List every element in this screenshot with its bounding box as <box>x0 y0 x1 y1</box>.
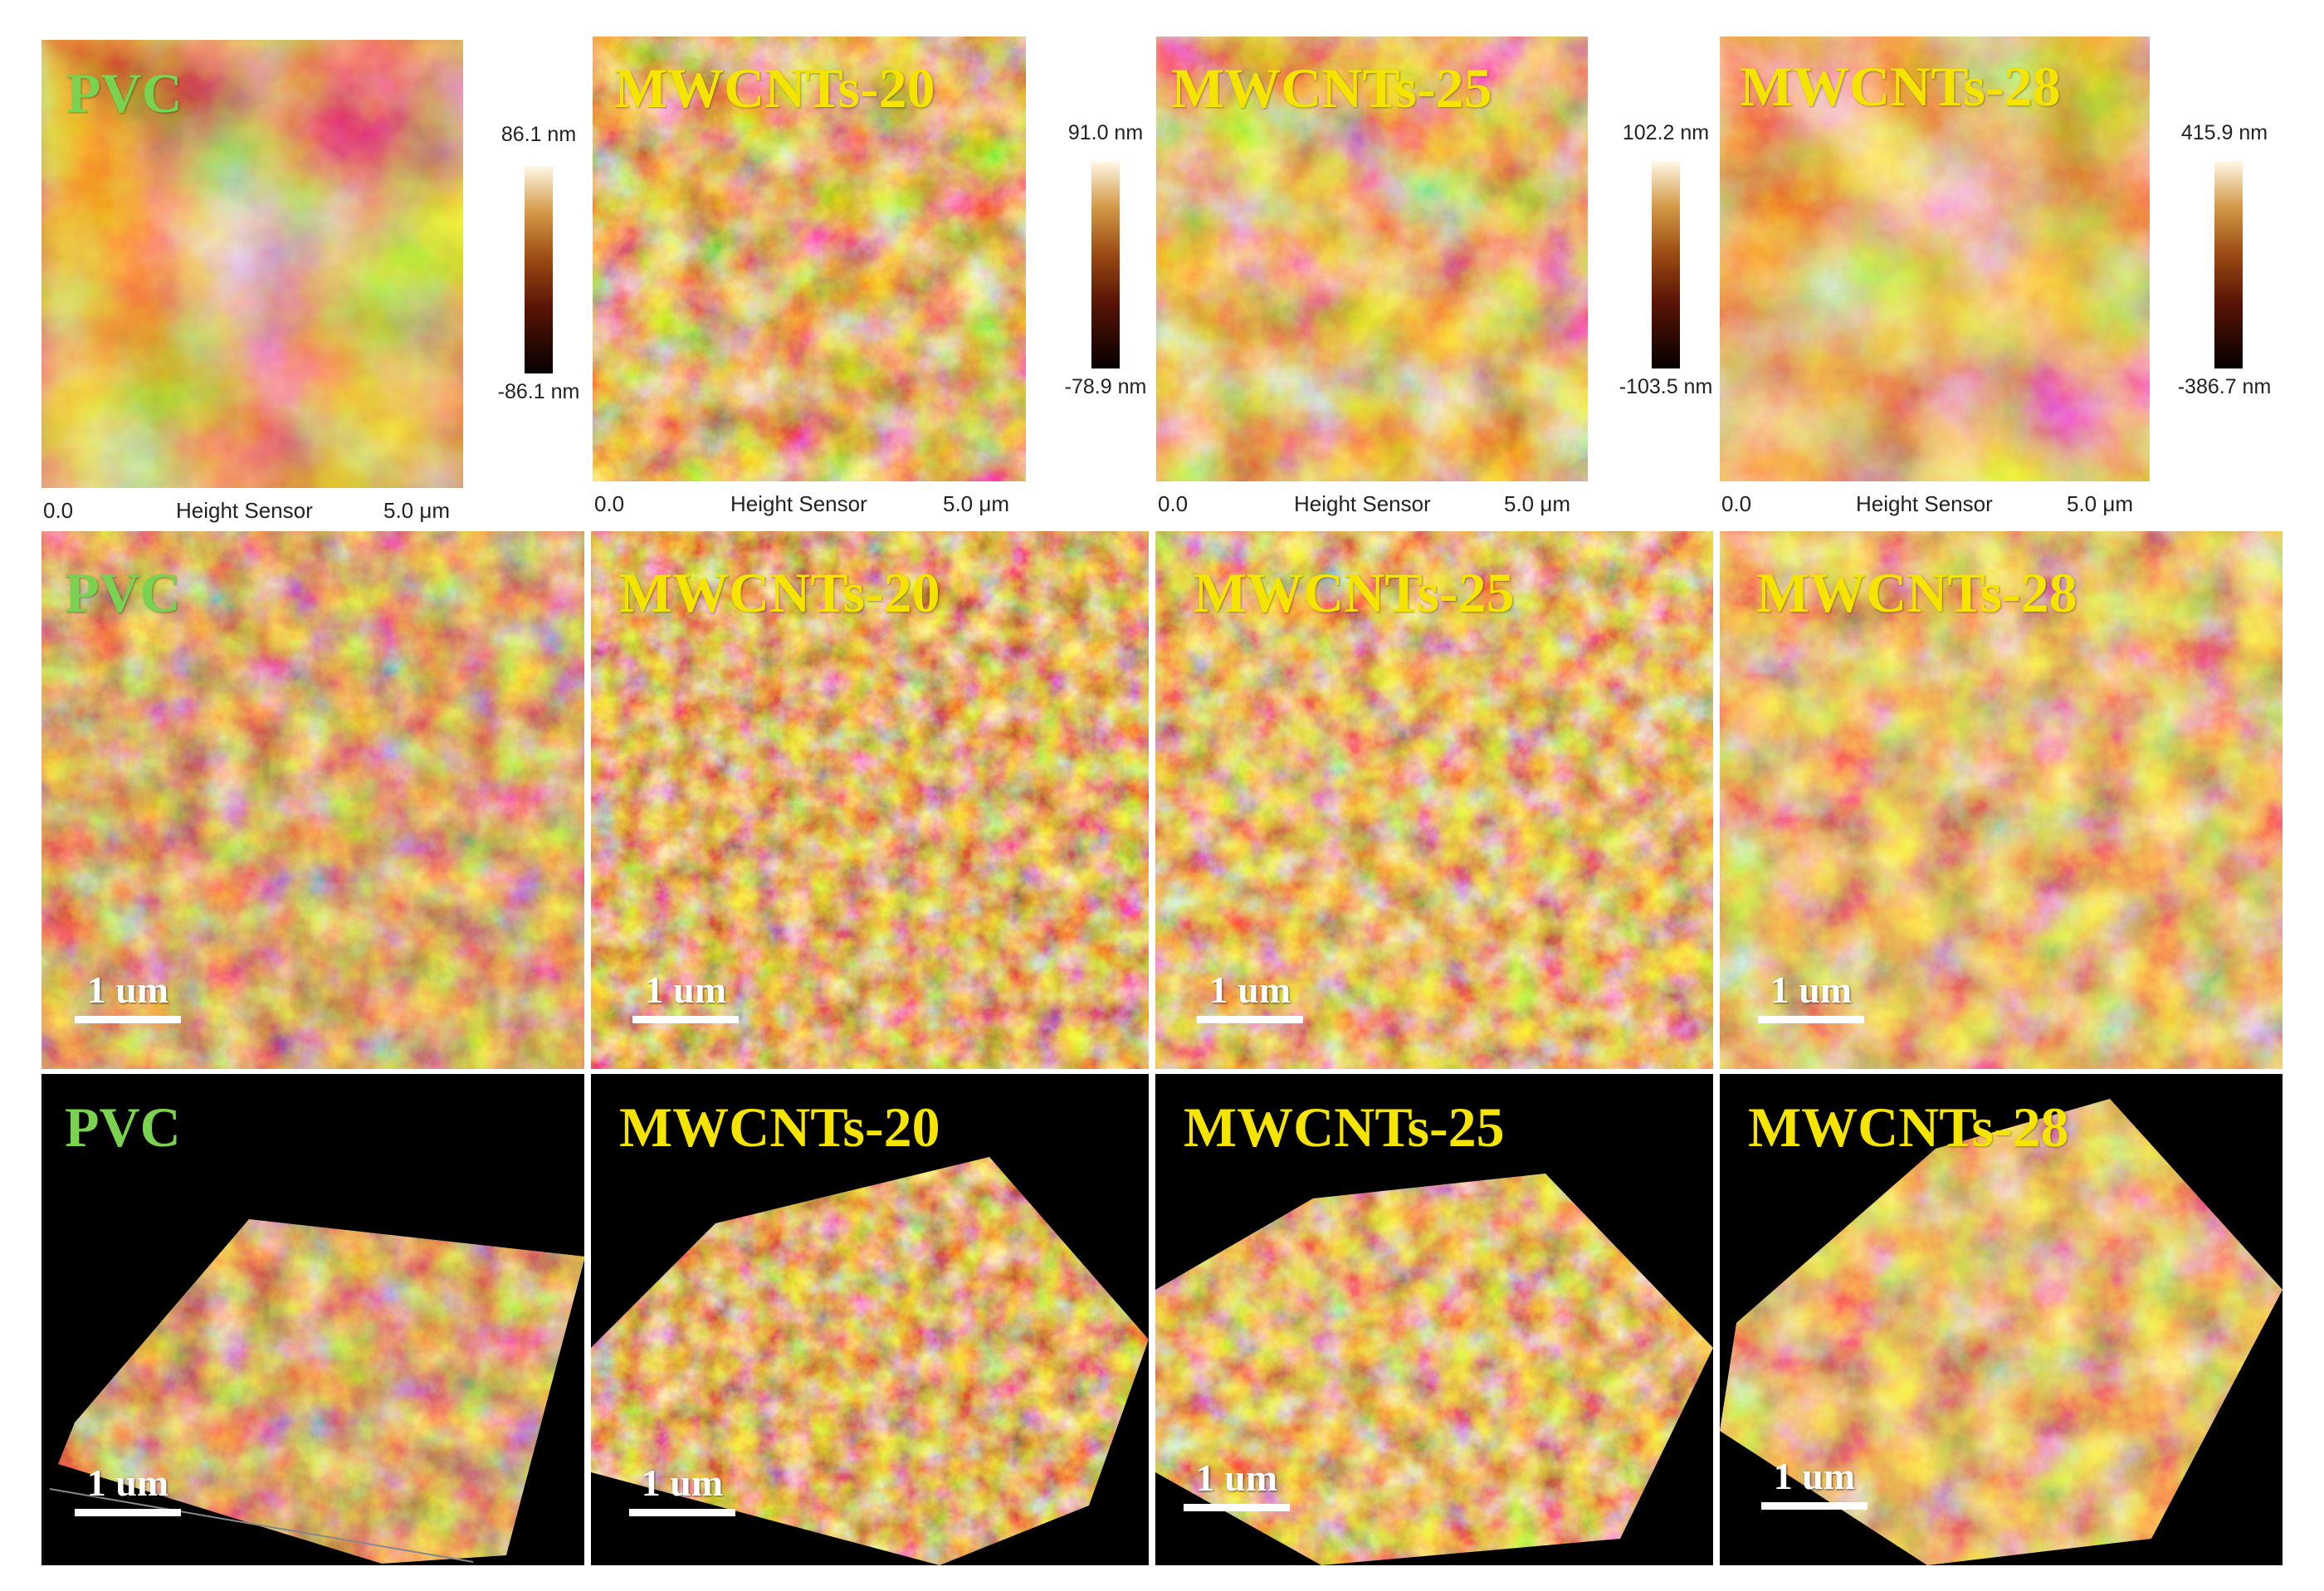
scale-bar-label: 1 um <box>644 969 727 1011</box>
sample-label: MWCNTs-28 <box>1748 1096 2069 1159</box>
color-scale-bar <box>2214 161 2243 368</box>
color-scale-bar <box>1652 161 1680 368</box>
sample-label: PVC <box>66 61 183 124</box>
scale-bar: 1 um <box>1761 1457 1868 1510</box>
relief-map-pvc: PVC 1 um <box>42 531 584 1069</box>
height-map-mwcnts-20: MWCNTs-20 <box>593 37 1026 481</box>
scale-bar-label: 1 um <box>1195 1457 1278 1499</box>
scale-bar: 1 um <box>1184 1459 1290 1511</box>
scale-bar-line <box>1761 1502 1868 1510</box>
height-map-mwcnts-25: MWCNTs-25 <box>1156 37 1588 481</box>
color-scale-bar <box>525 166 553 373</box>
sample-label: MWCNTs-25 <box>1194 561 1515 624</box>
relief-map-mwcnts-20: MWCNTs-20 1 um <box>591 531 1149 1069</box>
axis-start: 0.0 <box>1721 491 1752 516</box>
axis-title: Height Sensor <box>1856 491 1993 516</box>
scale-bar-line <box>629 1509 735 1516</box>
scale-bar-line <box>1197 1016 1303 1023</box>
height-map-pvc: PVC <box>42 40 463 488</box>
color-scale-max: 86.1 nm <box>500 123 577 146</box>
sample-label: PVC <box>65 561 181 624</box>
axis-start: 0.0 <box>1158 491 1189 516</box>
color-scale-min: -86.1 nm <box>497 380 580 403</box>
scale-bar: 1 um <box>75 971 181 1023</box>
scale-bar-line <box>1758 1016 1864 1023</box>
scale-bar-label: 1 um <box>86 1462 169 1504</box>
axis-start: 0.0 <box>43 498 74 523</box>
sample-label: MWCNTs-20 <box>619 1096 940 1159</box>
axis-title: Height Sensor <box>730 491 867 516</box>
sample-label: MWCNTs-20 <box>614 56 935 120</box>
scale-bar-line <box>75 1509 181 1516</box>
topography-3d-pvc: PVC 1 um <box>42 1074 584 1565</box>
axis-end: 5.0 μm <box>1504 491 1571 516</box>
axis-title: Height Sensor <box>1294 491 1431 516</box>
sample-label: MWCNTs-25 <box>1184 1096 1505 1159</box>
scale-bar-label: 1 um <box>1773 1455 1856 1497</box>
axis-end: 5.0 μm <box>2067 491 2134 516</box>
scale-bar-line <box>1184 1504 1290 1511</box>
sample-label: MWCNTs-25 <box>1171 56 1492 120</box>
color-scale-max: 91.0 nm <box>1067 121 1144 144</box>
scale-bar: 1 um <box>1197 971 1303 1023</box>
scale-bar-label: 1 um <box>641 1462 724 1504</box>
topography-3d-mwcnts-25: MWCNTs-25 1 um <box>1155 1074 1713 1565</box>
sample-label: MWCNTs-20 <box>619 561 940 624</box>
axis-end: 5.0 μm <box>383 498 451 523</box>
sample-label: MWCNTs-28 <box>1756 561 2077 624</box>
color-scale-max: 102.2 nm <box>1622 121 1710 144</box>
color-scale-max: 415.9 nm <box>2180 121 2268 144</box>
scale-bar-line <box>632 1016 739 1023</box>
color-scale-min: -78.9 nm <box>1064 375 1147 398</box>
height-map-mwcnts-28: MWCNTs-28 <box>1720 37 2150 481</box>
axis-start: 0.0 <box>594 491 625 516</box>
sample-label: PVC <box>65 1096 181 1159</box>
sample-label: MWCNTs-28 <box>1740 55 2061 118</box>
axis-end: 5.0 μm <box>943 491 1010 516</box>
relief-map-mwcnts-25: MWCNTs-25 1 um <box>1155 531 1713 1069</box>
scale-bar-label: 1 um <box>1770 969 1853 1011</box>
color-scale-bar <box>1091 161 1120 368</box>
scale-bar: 1 um <box>1758 971 1864 1023</box>
axis-title: Height Sensor <box>176 498 313 523</box>
color-scale-min: -386.7 nm <box>2177 375 2272 398</box>
color-scale-min: -103.5 nm <box>1618 375 1713 398</box>
scale-bar-label: 1 um <box>1208 969 1291 1011</box>
topography-3d-mwcnts-28: MWCNTs-28 1 um <box>1720 1074 2282 1565</box>
topography-3d-mwcnts-20: MWCNTs-20 1 um <box>591 1074 1149 1565</box>
scale-bar-line <box>75 1016 181 1023</box>
scale-bar: 1 um <box>75 1464 181 1516</box>
relief-map-mwcnts-28: MWCNTs-28 1 um <box>1720 531 2282 1069</box>
scale-bar: 1 um <box>629 1464 735 1516</box>
scale-bar: 1 um <box>632 971 739 1023</box>
scale-bar-label: 1 um <box>86 969 169 1011</box>
